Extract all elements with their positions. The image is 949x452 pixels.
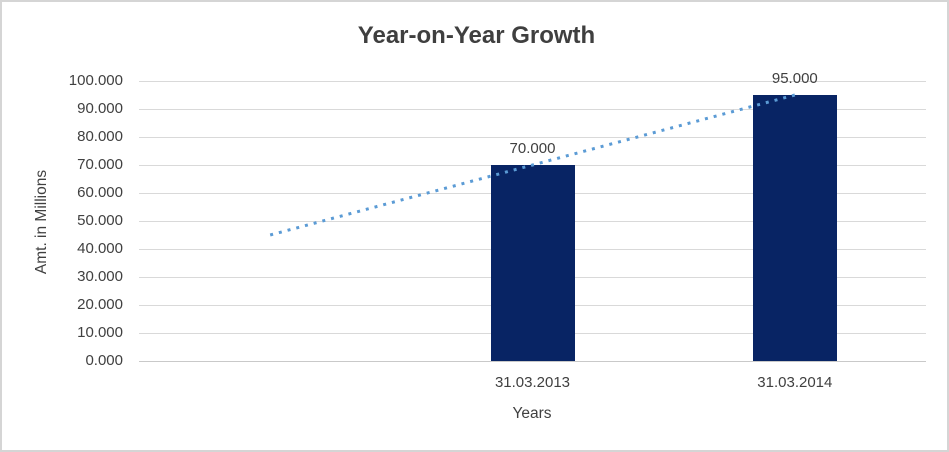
y-axis-tick-label: 80.000 [77, 128, 123, 145]
y-axis-tick-label: 20.000 [77, 296, 123, 313]
bar-31.03.2014 [752, 95, 837, 361]
bar-31.03.2013 [490, 165, 575, 361]
y-axis-tick-label: 10.000 [77, 324, 123, 341]
bar-data-label: 95.000 [771, 70, 818, 87]
x-axis-tick-label: 31.03.2014 [757, 374, 833, 391]
y-axis-tick-label: 90.000 [77, 100, 123, 117]
bar-data-label: 70.000 [509, 140, 556, 157]
x-axis-line [139, 361, 926, 362]
y-axis-tick-label: 50.000 [77, 212, 123, 229]
y-axis-tick-label: 0.000 [85, 352, 123, 369]
chart-title: Year-on-Year Growth [357, 22, 596, 49]
y-axis-tick-label: 30.000 [77, 268, 123, 285]
y-axis-tick-label: 100.000 [68, 72, 123, 89]
x-axis-title: Years [512, 405, 552, 422]
plot-area [139, 81, 926, 362]
y-axis-tick-label: 70.000 [77, 156, 123, 173]
y-axis-tick-label: 40.000 [77, 240, 123, 257]
gridline [139, 81, 926, 82]
x-axis-tick-label: 31.03.2013 [494, 374, 571, 391]
y-axis-tick-label: 60.000 [77, 184, 123, 201]
